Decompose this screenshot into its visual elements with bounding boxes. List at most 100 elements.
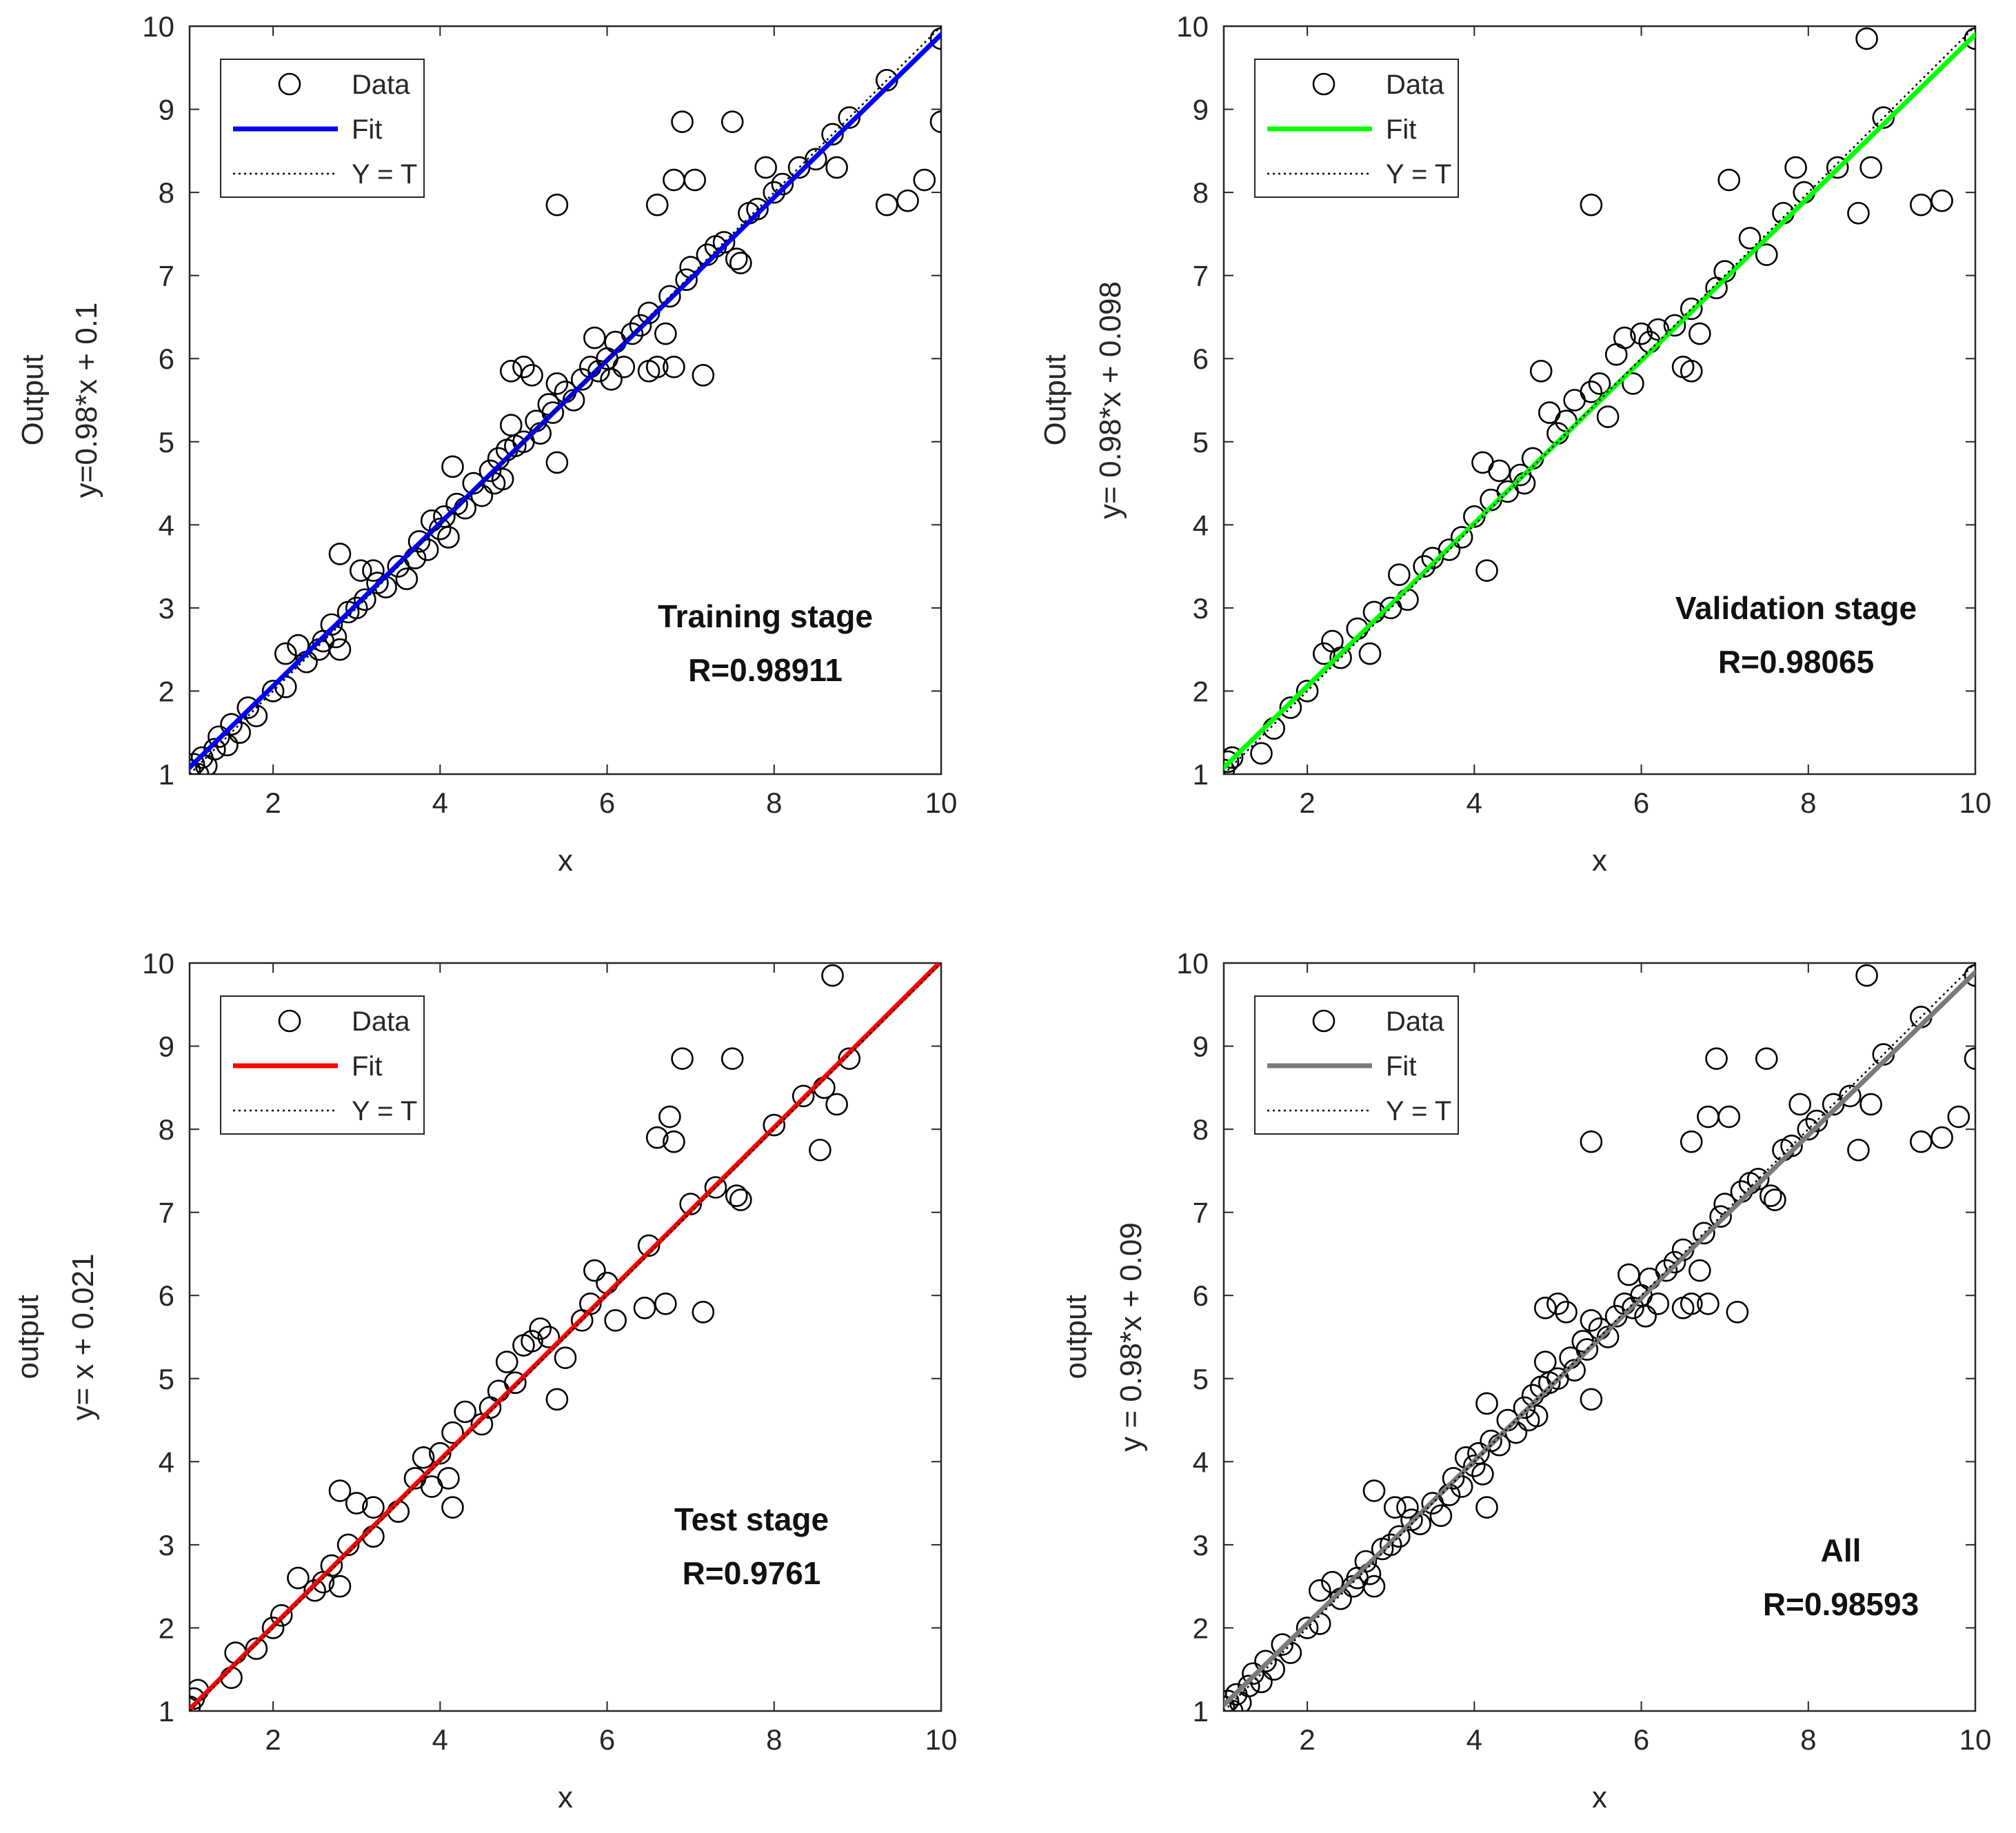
legend-ideal-label: Y = T (1386, 1096, 1451, 1126)
data-point (1442, 1467, 1465, 1490)
x-axis-title: x (1592, 844, 1607, 878)
data-point (512, 355, 535, 378)
data-point (1855, 964, 1878, 987)
data-point (1726, 1301, 1749, 1324)
fit-equation-label: y= x + 0.021 (66, 1253, 100, 1420)
data-point (320, 1554, 343, 1577)
data-point (441, 455, 464, 478)
x-tick-label: 8 (1800, 1723, 1816, 1756)
data-point (491, 467, 514, 491)
data-point (320, 613, 343, 636)
y-tick-label: 5 (159, 1363, 174, 1395)
data-point (1438, 538, 1461, 561)
x-tick-label: 10 (925, 787, 958, 819)
x-axis-title: x (558, 844, 573, 878)
legend-fit-label: Fit (1386, 1051, 1416, 1082)
data-point (274, 642, 297, 665)
data-point (429, 1441, 452, 1465)
y-tick-label: 8 (159, 176, 174, 209)
data-point (1475, 1496, 1498, 1519)
data-point (637, 1234, 661, 1257)
data-point (1680, 360, 1703, 383)
y-tick-label: 10 (142, 10, 174, 43)
data-point (583, 1259, 606, 1282)
data-point (1909, 1130, 1933, 1153)
data-point (821, 123, 844, 146)
ideal-line (190, 963, 941, 1711)
data-point (1738, 227, 1762, 250)
r-value-label: R=0.9761 (683, 1555, 821, 1591)
data-point (1413, 555, 1435, 578)
x-tick-label: 2 (265, 1723, 281, 1756)
data-point (1525, 1404, 1549, 1428)
data-point (658, 285, 681, 308)
data-point (1755, 243, 1778, 266)
data-point (1224, 1690, 1240, 1711)
data-point (896, 189, 919, 212)
stage-label: Training stage (658, 598, 873, 634)
data-point (345, 1492, 368, 1515)
r-value-label: R=0.98065 (1718, 644, 1874, 680)
data-point (1308, 1579, 1331, 1602)
data-point (1362, 1574, 1386, 1598)
y-axis-title: Output (16, 354, 50, 445)
y-tick-label: 9 (1193, 94, 1209, 126)
data-point (1596, 1326, 1620, 1348)
data-point (1224, 746, 1244, 769)
data-point (1475, 559, 1498, 582)
data-point (809, 1138, 831, 1162)
data-point (587, 360, 610, 383)
y-tick-label: 8 (159, 1113, 174, 1146)
data-point (1250, 742, 1273, 765)
data-point (1358, 642, 1382, 665)
y-tick-label: 10 (1176, 947, 1209, 980)
data-point (1709, 1205, 1732, 1228)
data-point (1872, 106, 1895, 129)
data-point (1797, 1117, 1820, 1141)
r-value-label: R=0.98911 (688, 652, 843, 688)
y-tick-label: 3 (159, 1529, 174, 1561)
fit-equation-label: y = 0.98*x + 0.09 (1114, 1222, 1148, 1452)
data-point (579, 1292, 602, 1315)
data-point (1759, 1184, 1782, 1207)
ideal-line (190, 26, 941, 774)
x-tick-label: 2 (265, 787, 281, 819)
x-tick-label: 6 (599, 1723, 615, 1756)
data-point (529, 1317, 552, 1340)
y-tick-label: 2 (1193, 675, 1209, 707)
x-tick-label: 10 (1959, 1723, 1992, 1756)
data-point (261, 1617, 285, 1639)
data-point (454, 1400, 476, 1424)
x-tick-label: 10 (925, 1723, 958, 1756)
plot-content (190, 26, 941, 774)
data-point (1329, 646, 1352, 669)
data-point (683, 168, 707, 192)
data-point (412, 1446, 435, 1469)
y-tick-label: 2 (159, 1612, 174, 1644)
data-point (1533, 1350, 1557, 1373)
data-point (441, 1421, 464, 1444)
data-point (1580, 1388, 1603, 1411)
data-point (1254, 1650, 1277, 1672)
y-tick-label: 1 (1193, 1695, 1209, 1728)
data-point (1383, 1496, 1407, 1519)
data-point (1680, 1292, 1703, 1315)
legend-data-marker (1312, 72, 1335, 96)
data-point (1529, 360, 1553, 383)
legend: Data Fit Y = T (1254, 995, 1459, 1135)
data-point (545, 193, 569, 216)
data-point (671, 110, 694, 133)
data-point (1805, 1109, 1828, 1133)
y-tick-label: 7 (159, 1197, 174, 1229)
data-point (1533, 1297, 1557, 1319)
data-point (712, 231, 736, 254)
r-value-label: R=0.98593 (1763, 1586, 1919, 1622)
legend: Data Fit Y = T (220, 995, 425, 1135)
data-point (1596, 405, 1620, 428)
data-point (1755, 1047, 1778, 1070)
data-point (645, 355, 669, 378)
data-point (1680, 1130, 1703, 1153)
data-point (838, 106, 861, 129)
